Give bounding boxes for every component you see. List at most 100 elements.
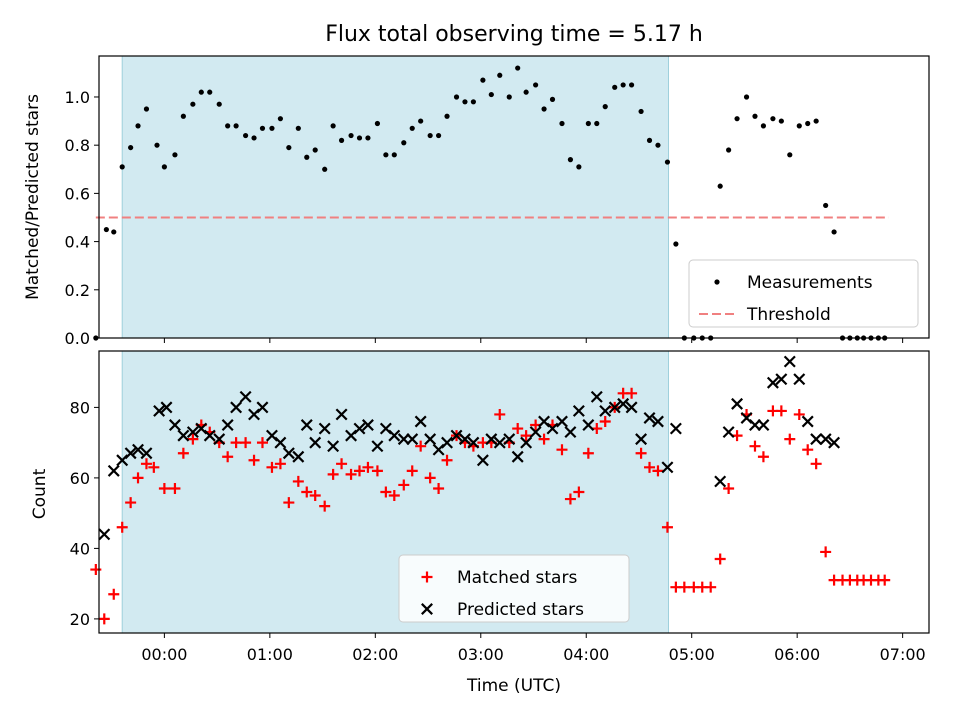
data-point-plus <box>187 433 199 445</box>
legend-box <box>688 259 919 328</box>
data-point-dot <box>216 101 222 107</box>
data-point-dot <box>533 82 539 88</box>
legend-label: Measurements <box>747 273 873 293</box>
data-point-x <box>292 450 305 463</box>
legend-label: Matched stars <box>457 568 577 588</box>
data-point-plus <box>148 461 160 473</box>
data-point-plus <box>538 433 550 445</box>
y-tick-label: 0.8 <box>65 136 90 155</box>
data-point-plus <box>775 405 787 417</box>
data-point-dot <box>576 164 582 170</box>
y-tick-label: 80 <box>70 398 90 417</box>
data-point-plus <box>327 468 339 480</box>
data-point-dot <box>391 152 397 158</box>
data-point-dot <box>620 82 626 88</box>
data-point-dot <box>726 147 732 153</box>
data-point-dot <box>135 123 141 129</box>
data-point-plus <box>406 465 418 477</box>
data-point-dot <box>338 137 345 143</box>
data-point-x <box>450 429 463 442</box>
y-tick-label: 20 <box>70 610 90 629</box>
data-point-dot <box>190 101 196 107</box>
data-point-plus <box>266 461 278 473</box>
data-point-x <box>441 436 454 449</box>
data-point-x <box>256 401 269 414</box>
data-point-plus <box>723 482 735 494</box>
data-point-dot <box>770 116 776 122</box>
data-point-x <box>353 422 366 435</box>
data-point-dot <box>585 120 591 127</box>
data-point-x <box>239 390 252 403</box>
data-point-dot <box>103 226 109 233</box>
data-point-dot <box>111 229 117 235</box>
y-tick-label: 1.0 <box>65 88 90 107</box>
data-point-x <box>564 426 577 439</box>
data-point-dot <box>612 84 618 90</box>
y-tick-label: 0.2 <box>65 281 90 300</box>
data-point-dot <box>259 125 266 131</box>
data-point-x <box>546 422 559 435</box>
data-point-x <box>572 404 585 417</box>
legend-swatch <box>714 279 720 285</box>
data-point-x <box>731 397 744 410</box>
data-point-x <box>327 440 340 453</box>
data-point-x <box>424 433 437 446</box>
data-point-x <box>406 433 419 446</box>
data-point-dot <box>453 94 460 100</box>
data-point-plus <box>274 458 286 470</box>
data-point-dot <box>356 135 363 141</box>
data-point-dot <box>198 89 204 95</box>
data-point-plus <box>820 546 832 558</box>
data-point-plus <box>749 440 761 452</box>
data-point-x <box>793 373 806 386</box>
top-y-axis-label: Matched/Predicted stars <box>23 94 43 300</box>
legend-box <box>398 554 630 623</box>
data-point-plus <box>661 521 673 533</box>
data-point-plus <box>301 486 313 498</box>
data-point-x <box>132 443 144 456</box>
data-point-dot <box>787 152 793 158</box>
data-point-x <box>714 475 727 488</box>
data-point-x <box>757 419 770 432</box>
data-point-x <box>643 411 656 424</box>
data-point-x <box>617 397 630 410</box>
data-point-x <box>485 433 498 446</box>
data-point-x <box>520 436 533 449</box>
data-point-plus <box>336 458 348 470</box>
data-point-dot <box>480 77 486 83</box>
data-point-dot <box>312 147 318 153</box>
data-point-x <box>274 436 287 449</box>
data-point-plus <box>793 408 805 420</box>
data-point-dot <box>664 159 671 165</box>
data-point-x <box>300 419 313 432</box>
data-point-x <box>153 404 166 417</box>
data-point-x <box>661 461 674 474</box>
x-axis-label: Time (UTC) <box>466 676 561 696</box>
data-point-plus <box>652 465 664 477</box>
data-point-x <box>625 401 638 414</box>
data-point-dot <box>567 157 574 163</box>
data-point-x <box>590 390 603 403</box>
data-point-dot <box>778 118 784 124</box>
data-point-plus <box>140 458 152 470</box>
data-point-dot <box>304 154 310 160</box>
data-point-dot <box>628 82 635 88</box>
data-point-plus <box>512 423 524 435</box>
data-point-dot <box>673 241 679 247</box>
data-point-plus <box>415 440 427 452</box>
data-point-plus <box>353 465 365 477</box>
data-point-x <box>160 401 173 414</box>
data-point-x <box>775 373 788 386</box>
data-point-dot <box>143 106 150 112</box>
data-point-x <box>669 422 682 435</box>
data-point-x <box>810 433 823 446</box>
data-point-x <box>177 429 190 442</box>
data-point-plus <box>169 482 181 494</box>
data-point-dot <box>752 113 758 119</box>
data-point-plus <box>784 433 796 445</box>
axes-frame <box>98 55 930 339</box>
data-point-dot <box>242 132 249 139</box>
data-point-plus <box>520 430 532 442</box>
y-tick-label: 0.0 <box>65 329 90 348</box>
data-point-plus <box>98 613 110 625</box>
